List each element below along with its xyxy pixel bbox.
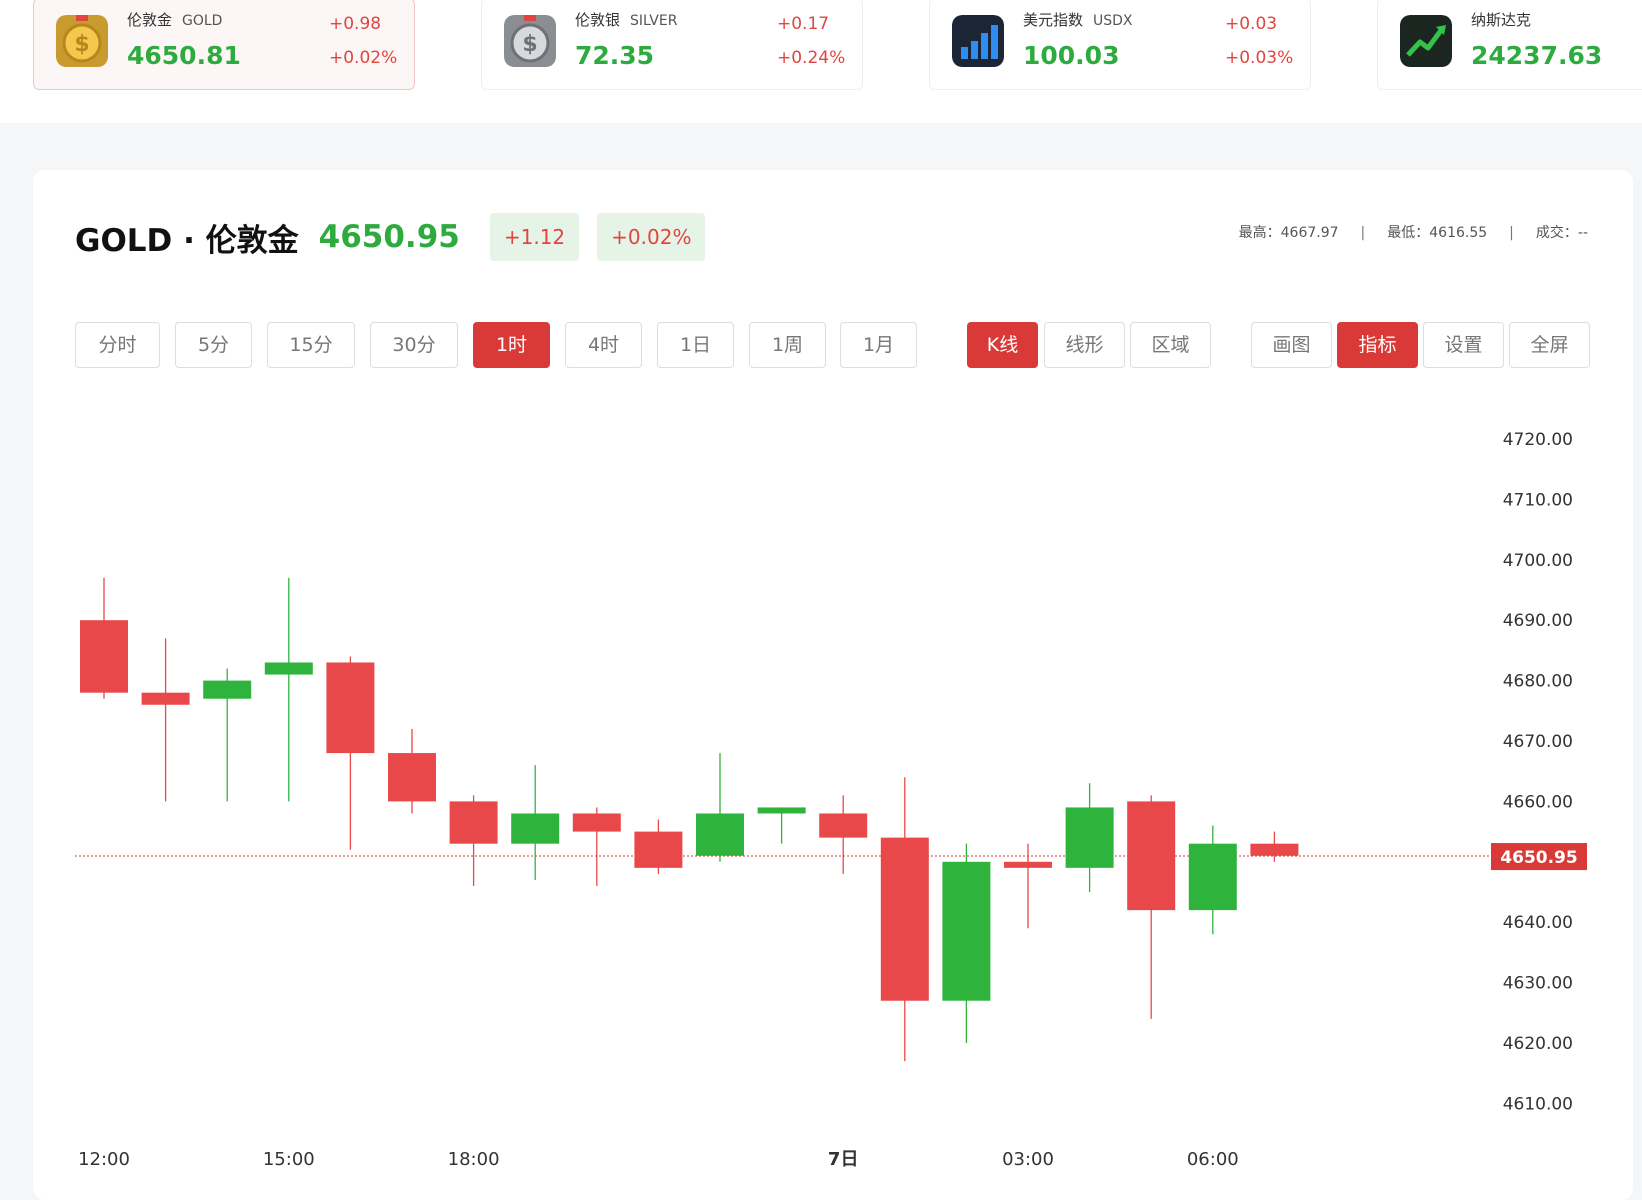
indicators-button[interactable]: 指标	[1337, 322, 1418, 368]
ticker-price: 100.03	[1023, 41, 1120, 70]
ticker-name: 伦敦银 SILVER	[575, 11, 678, 29]
high-label: 最高：	[1238, 225, 1281, 241]
low-value: 4616.55	[1429, 225, 1488, 241]
tab-timeframe-5m[interactable]: 5分	[175, 322, 252, 368]
candle-body[interactable]	[696, 813, 744, 856]
price-stats: 最高：4667.97 | 最低：4616.55 | 成交：--	[1239, 222, 1588, 242]
ticker-price: 4650.81	[127, 41, 241, 70]
candle-body[interactable]	[1065, 807, 1114, 868]
volume-value: --	[1577, 225, 1588, 241]
candle-body[interactable]	[449, 801, 498, 844]
stats-separator: |	[1360, 225, 1366, 241]
ticker-change-pct: +0.24%	[777, 48, 846, 68]
ticker-name: 纳斯达克	[1471, 11, 1532, 29]
tab-timeframe-1w[interactable]: 1周	[749, 322, 826, 368]
candle-body[interactable]	[572, 813, 621, 832]
bar-chart-icon	[952, 15, 1004, 67]
candle-body[interactable]	[1188, 843, 1237, 911]
ticker-card-silver[interactable]: $ 伦敦银 SILVER 72.35 +0.17 +0.24%	[481, 0, 863, 90]
svg-text:$: $	[522, 32, 537, 57]
ticker-change-pct: +0.02%	[329, 48, 398, 68]
ticker-name: 伦敦金 GOLD	[127, 11, 223, 29]
settings-button[interactable]: 设置	[1423, 322, 1504, 368]
tab-chart-line[interactable]: 线形	[1044, 322, 1125, 368]
tab-timeframe-1h[interactable]: 1时	[473, 322, 550, 368]
x-tick-label: 06:00	[1187, 1149, 1239, 1170]
tab-timeframe-1d[interactable]: 1日	[657, 322, 734, 368]
candle-body[interactable]	[203, 680, 252, 699]
candle-body[interactable]	[264, 662, 313, 675]
stats-separator: |	[1509, 225, 1514, 241]
candle-body[interactable]	[511, 813, 560, 844]
tab-timeframe-1mo[interactable]: 1月	[840, 322, 917, 368]
candle-body[interactable]	[388, 753, 436, 802]
candle-body[interactable]	[757, 807, 806, 814]
tab-timeframe-tick[interactable]: 分时	[75, 322, 160, 368]
x-tick-label: 12:00	[78, 1149, 130, 1170]
page-title: GOLD · 伦敦金	[75, 222, 299, 259]
candle-body[interactable]	[141, 692, 190, 705]
candle-body[interactable]	[1250, 843, 1299, 856]
y-tick-label: 4660.00	[1503, 792, 1573, 812]
candle-body[interactable]	[326, 662, 375, 754]
ticker-price: 24237.63	[1471, 41, 1603, 70]
current-price: 4650.95	[318, 219, 460, 255]
candle-body[interactable]	[1004, 861, 1052, 868]
fullscreen-button[interactable]: 全屏	[1509, 322, 1590, 368]
chart-panel: GOLD · 伦敦金 4650.95 +1.12 +0.02% 最高：4667.…	[33, 170, 1633, 1200]
candle-body[interactable]	[880, 837, 929, 1001]
tab-chart-candle[interactable]: K线	[967, 322, 1038, 368]
ticker-price: 72.35	[575, 41, 655, 70]
y-tick-label: 4700.00	[1503, 551, 1573, 571]
y-tick-label: 4610.00	[1503, 1094, 1573, 1114]
ticker-name: 美元指数 USDX	[1023, 11, 1133, 29]
candle-body[interactable]	[634, 831, 683, 868]
current-price-tag-label: 4650.95	[1500, 848, 1577, 868]
current-price-tag	[1491, 843, 1587, 871]
ticker-change: +0.98	[329, 14, 382, 34]
low-label: 最低：	[1387, 225, 1430, 241]
ticker-bar: $ 伦敦金 GOLD 4650.81 +0.98 +0.02% $ 伦敦银 SILV…	[0, 0, 1642, 123]
tab-chart-area[interactable]: 区域	[1130, 322, 1211, 368]
ticker-card-usdx[interactable]: 美元指数 USDX 100.03 +0.03 +0.03%	[929, 0, 1311, 90]
tab-timeframe-15m[interactable]: 15分	[267, 322, 355, 368]
x-tick-label: 7日	[828, 1149, 859, 1170]
ticker-change-pct: +0.03%	[1225, 48, 1294, 68]
tab-timeframe-30m[interactable]: 30分	[370, 322, 458, 368]
x-tick-label: 15:00	[263, 1149, 315, 1170]
y-tick-label: 4690.00	[1503, 611, 1573, 631]
gold-coin-icon: $	[56, 15, 108, 67]
y-tick-label: 4640.00	[1503, 913, 1573, 933]
svg-text:$: $	[74, 32, 89, 57]
y-tick-label: 4680.00	[1503, 672, 1573, 692]
y-tick-label: 4670.00	[1503, 732, 1573, 752]
candle-body[interactable]	[1127, 801, 1176, 911]
trend-up-icon	[1400, 15, 1452, 67]
silver-coin-icon: $	[504, 15, 556, 67]
change-pct-badge: +0.02%	[597, 213, 706, 261]
high-value: 4667.97	[1280, 225, 1339, 241]
change-badge: +1.12	[489, 213, 580, 261]
candle-body[interactable]	[80, 620, 128, 693]
y-tick-label: 4710.00	[1503, 490, 1573, 510]
y-tick-label: 4620.00	[1503, 1034, 1573, 1054]
draw-button[interactable]: 画图	[1251, 322, 1332, 368]
tab-timeframe-4h[interactable]: 4时	[565, 322, 642, 368]
ticker-card-nasdaq[interactable]: 纳斯达克 24237.63	[1377, 0, 1642, 90]
x-tick-label: 18:00	[448, 1149, 500, 1170]
candle-body[interactable]	[942, 861, 991, 1001]
volume-label: 成交：	[1535, 225, 1578, 241]
x-tick-label: 03:00	[1002, 1149, 1054, 1170]
y-tick-label: 4720.00	[1503, 430, 1573, 450]
y-tick-label: 4630.00	[1503, 974, 1573, 994]
ticker-change: +0.03	[1225, 14, 1278, 34]
ticker-change: +0.17	[777, 14, 830, 34]
ticker-card-gold[interactable]: $ 伦敦金 GOLD 4650.81 +0.98 +0.02%	[33, 0, 415, 90]
instrument-header: GOLD · 伦敦金 4650.95 +1.12 +0.02%	[75, 212, 706, 262]
candle-body[interactable]	[819, 813, 868, 838]
